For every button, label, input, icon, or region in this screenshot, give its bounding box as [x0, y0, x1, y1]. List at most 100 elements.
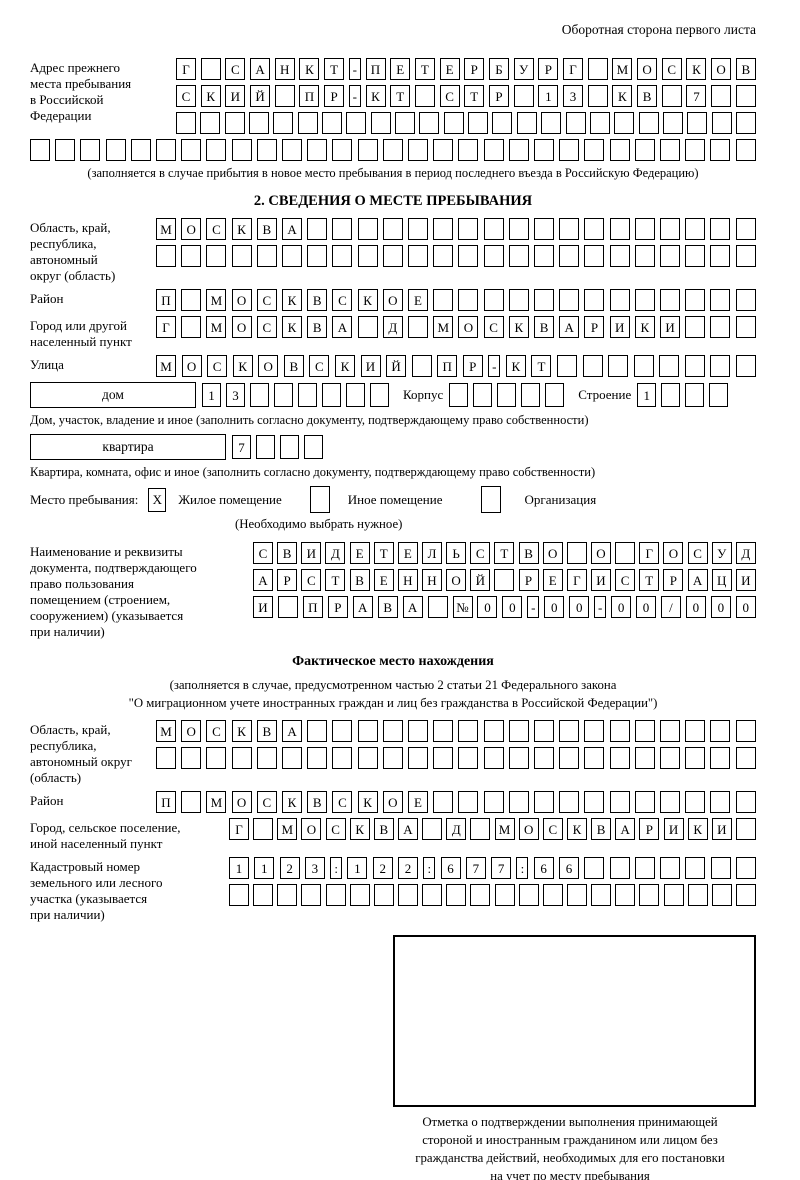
char-cell[interactable]: С	[483, 316, 504, 338]
char-cell[interactable]	[584, 218, 605, 240]
char-cell[interactable]: Р	[518, 569, 539, 591]
char-cell[interactable]: К	[282, 791, 303, 813]
char-cell[interactable]: М	[277, 818, 298, 840]
char-cell[interactable]: Р	[462, 355, 483, 377]
char-cell[interactable]: 1	[229, 857, 249, 879]
char-cell[interactable]: К	[508, 316, 529, 338]
char-cell[interactable]	[322, 383, 341, 407]
char-cell[interactable]: -	[488, 355, 501, 377]
char-cell[interactable]	[559, 289, 580, 311]
char-cell[interactable]	[370, 112, 391, 134]
char-cell[interactable]: 1	[637, 383, 657, 407]
char-cell[interactable]	[559, 245, 580, 267]
char-cell[interactable]: 7	[686, 85, 707, 107]
char-cell[interactable]: С	[206, 720, 227, 742]
char-cell[interactable]	[357, 720, 378, 742]
char-cell[interactable]	[458, 720, 479, 742]
char-cell[interactable]	[382, 139, 403, 161]
char-cell[interactable]	[735, 791, 756, 813]
char-cell[interactable]	[508, 139, 529, 161]
char-cell[interactable]: 0	[569, 596, 590, 618]
char-cell[interactable]	[735, 747, 756, 769]
char-cell[interactable]: А	[282, 218, 303, 240]
char-cell[interactable]: Г	[639, 542, 660, 564]
char-cell[interactable]	[206, 747, 227, 769]
char-cell[interactable]: Г	[156, 316, 176, 338]
char-cell[interactable]: К	[231, 720, 252, 742]
char-cell[interactable]	[181, 139, 202, 161]
char-cell[interactable]	[231, 139, 252, 161]
char-cell[interactable]: А	[253, 569, 273, 591]
char-cell[interactable]: 3	[226, 383, 245, 407]
char-cell[interactable]: А	[559, 316, 580, 338]
char-cell[interactable]	[638, 112, 659, 134]
char-cell[interactable]	[615, 884, 636, 906]
char-cell[interactable]	[483, 791, 504, 813]
char-cell[interactable]: И	[225, 85, 246, 107]
char-cell[interactable]: К	[282, 289, 303, 311]
char-cell[interactable]	[660, 139, 681, 161]
char-cell[interactable]: В	[534, 316, 555, 338]
char-cell[interactable]: С	[309, 355, 330, 377]
char-cell[interactable]: С	[615, 569, 636, 591]
char-cell[interactable]: В	[377, 596, 398, 618]
char-cell[interactable]	[584, 747, 605, 769]
char-cell[interactable]: О	[382, 791, 403, 813]
char-cell[interactable]: С	[176, 85, 196, 107]
char-cell[interactable]	[591, 884, 612, 906]
char-cell[interactable]	[735, 818, 756, 840]
char-cell[interactable]: М	[156, 720, 176, 742]
char-cell[interactable]: В	[256, 720, 277, 742]
char-cell[interactable]	[589, 112, 610, 134]
char-cell[interactable]: 0	[685, 596, 706, 618]
char-cell[interactable]	[735, 857, 756, 879]
char-cell[interactable]	[349, 884, 370, 906]
char-cell[interactable]	[687, 112, 708, 134]
char-cell[interactable]: Д	[735, 542, 756, 564]
char-cell[interactable]: О	[181, 355, 202, 377]
char-cell[interactable]: 7	[465, 857, 486, 879]
char-cell[interactable]: С	[542, 818, 563, 840]
char-cell[interactable]	[181, 791, 202, 813]
char-cell[interactable]: К	[634, 316, 655, 338]
char-cell[interactable]	[534, 720, 555, 742]
char-cell[interactable]	[307, 139, 328, 161]
char-cell[interactable]: И	[360, 355, 381, 377]
char-cell[interactable]: К	[299, 58, 320, 80]
char-cell[interactable]: С	[439, 85, 460, 107]
char-cell[interactable]	[634, 747, 655, 769]
char-cell[interactable]: О	[518, 818, 539, 840]
char-cell[interactable]	[483, 747, 504, 769]
char-cell[interactable]	[584, 857, 605, 879]
char-cell[interactable]	[685, 139, 706, 161]
char-cell[interactable]	[433, 139, 454, 161]
char-cell[interactable]	[229, 884, 249, 906]
char-cell[interactable]	[559, 139, 580, 161]
char-cell[interactable]: Е	[349, 542, 370, 564]
char-cell[interactable]: О	[258, 355, 279, 377]
char-cell[interactable]	[494, 569, 515, 591]
char-cell[interactable]: И	[609, 316, 630, 338]
char-cell[interactable]	[735, 316, 756, 338]
char-cell[interactable]	[483, 139, 504, 161]
char-cell[interactable]	[545, 383, 565, 407]
char-cell[interactable]	[357, 218, 378, 240]
char-cell[interactable]	[332, 139, 353, 161]
char-cell[interactable]	[433, 747, 454, 769]
char-cell[interactable]	[534, 791, 555, 813]
char-cell[interactable]: В	[637, 85, 658, 107]
char-cell[interactable]	[633, 355, 654, 377]
char-cell[interactable]: Н	[421, 569, 442, 591]
char-cell[interactable]	[373, 884, 394, 906]
char-cell[interactable]: О	[663, 542, 684, 564]
char-cell[interactable]	[508, 720, 529, 742]
char-cell[interactable]: А	[397, 818, 418, 840]
char-cell[interactable]	[470, 884, 491, 906]
char-cell[interactable]: Д	[382, 316, 403, 338]
char-cell[interactable]: Л	[421, 542, 442, 564]
char-cell[interactable]	[660, 720, 681, 742]
char-cell[interactable]	[660, 857, 681, 879]
char-cell[interactable]: 0	[477, 596, 498, 618]
char-cell[interactable]: Й	[386, 355, 407, 377]
char-cell[interactable]	[518, 884, 539, 906]
